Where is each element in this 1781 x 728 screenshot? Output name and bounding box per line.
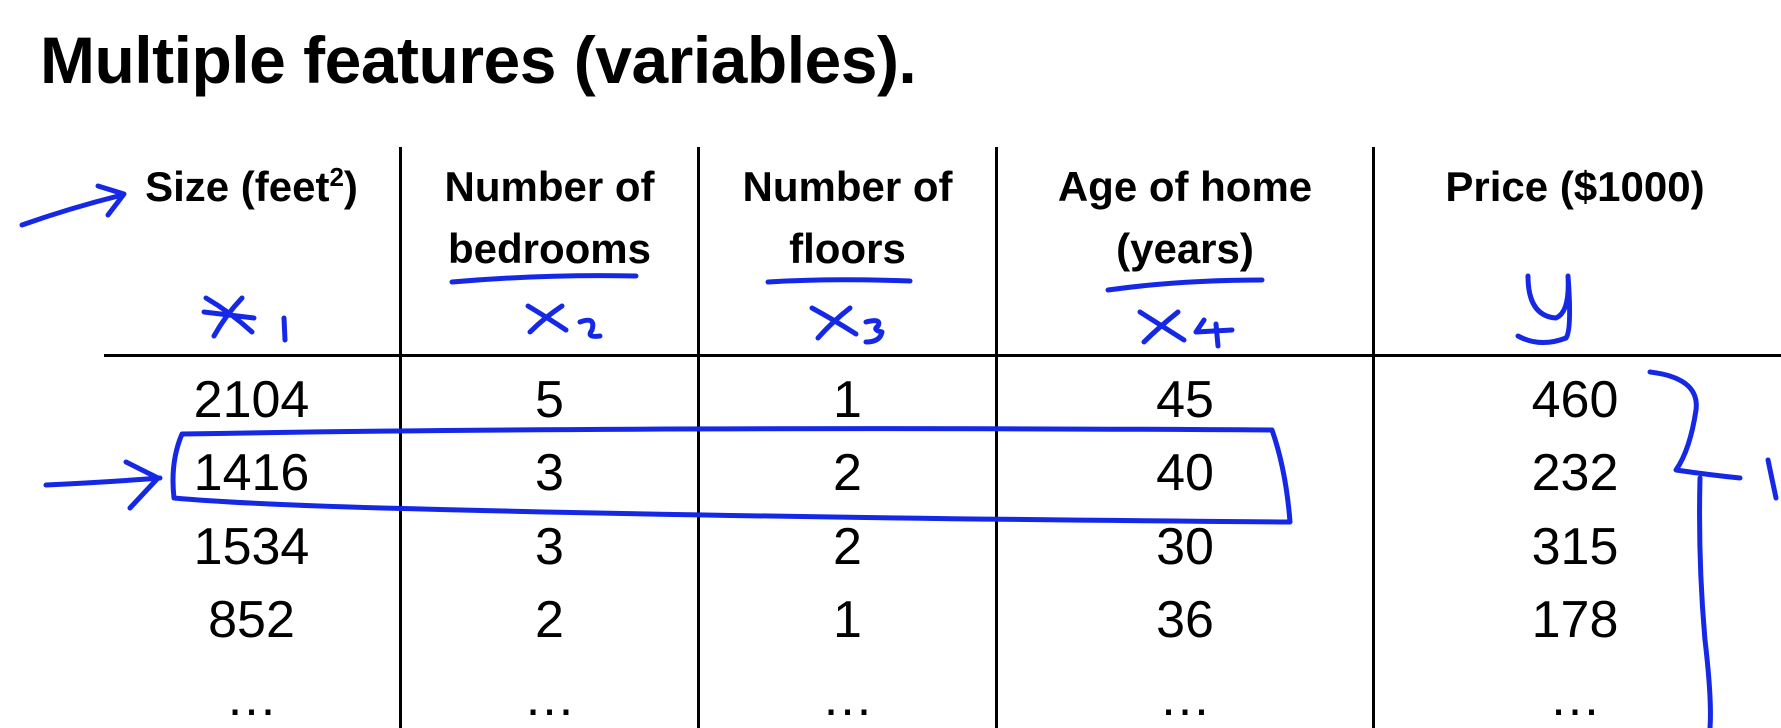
table-cell: 2	[833, 518, 862, 576]
table-cell: 852	[208, 591, 295, 649]
table-cell: …	[821, 669, 874, 727]
table-cell: 3	[535, 518, 564, 576]
table-cell: 1	[833, 591, 862, 649]
table-cell: 315	[1531, 518, 1619, 576]
ink-underline-years	[1105, 277, 1265, 293]
table-cell: 460	[1531, 371, 1619, 429]
ink-x4	[1137, 309, 1235, 349]
ink-y	[1515, 273, 1573, 345]
table-cell: …	[1549, 669, 1601, 727]
ink-x3	[809, 305, 885, 345]
header-rule	[104, 354, 1781, 357]
table-cell: …	[1159, 669, 1211, 727]
header-floors: Number of floors	[700, 156, 995, 280]
header-floors-line1: Number of	[742, 163, 953, 210]
table-cell: 232	[1531, 444, 1619, 502]
table-cell: 40	[1156, 444, 1214, 502]
ink-underline-floors	[765, 277, 913, 285]
header-bedrooms-line2: bedrooms	[447, 225, 652, 272]
header-bedrooms: Number of bedrooms	[402, 156, 697, 280]
ink-x2	[525, 303, 603, 339]
column-divider-4	[1372, 147, 1375, 728]
header-age-line1: Age of home	[1057, 163, 1313, 210]
table-cell: 178	[1531, 591, 1619, 649]
table-cell: 2	[535, 591, 564, 649]
table-cell: 1416	[193, 444, 310, 502]
table-cell: 45	[1156, 371, 1214, 429]
table-cell: 1534	[193, 518, 310, 576]
table-cell: 30	[1156, 518, 1214, 576]
table-cell: 36	[1156, 591, 1214, 649]
header-age-line2: (years)	[1116, 225, 1254, 272]
table-cell: …	[225, 669, 278, 727]
table-cell: 2104	[193, 371, 310, 429]
table-cell: 1	[833, 371, 862, 429]
header-bedrooms-line1: Number of	[444, 163, 655, 210]
table-cell: 3	[535, 444, 564, 502]
header-size: Size (feet2)	[145, 162, 358, 210]
ink-x1	[201, 295, 288, 343]
header-price: Price ($1000)	[1445, 163, 1705, 210]
slide-title: Multiple features (variables).	[40, 23, 917, 97]
header-age: Age of home (years)	[998, 156, 1372, 280]
header-floors-line2: floors	[789, 225, 906, 272]
table-cell: 5	[535, 371, 564, 429]
table-cell: …	[523, 669, 576, 727]
table-cell: 2	[833, 444, 862, 502]
